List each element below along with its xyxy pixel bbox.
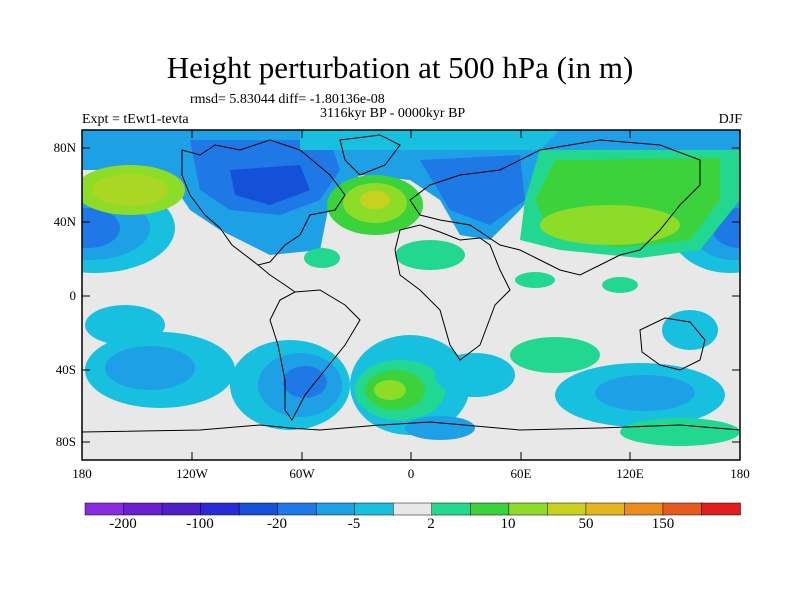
colorbar-label: 150 <box>651 516 675 532</box>
south-pacific-negative-core <box>105 346 195 390</box>
colorbar-swatch <box>547 502 587 516</box>
x-tick-120w: 120W <box>176 466 208 481</box>
eurasia-coast <box>409 139 701 276</box>
experiment-label: Expt = tEwt1-tevta <box>82 112 189 127</box>
colorbar-swatch <box>470 502 510 516</box>
south-america-coast <box>269 289 361 421</box>
arctic-light-negative <box>300 130 560 150</box>
australia-positive <box>602 277 638 293</box>
colorbar-swatch <box>508 502 549 516</box>
europe-africa-coast <box>394 224 511 361</box>
colorbar-swatch <box>662 502 703 516</box>
colorbar-swatch <box>161 502 202 516</box>
colorbar-label: -20 <box>267 516 287 532</box>
colorbar-swatch <box>84 502 125 516</box>
x-tick-60e: 60E <box>510 466 532 481</box>
colorbar-swatch <box>238 502 279 516</box>
antarctica-coast <box>82 421 740 433</box>
axis-ticks <box>82 130 740 460</box>
colorbar-swatch <box>315 502 356 516</box>
season-label: DJF <box>718 112 742 127</box>
stats-text: rmsd= 5.83044 diff= -1.80136e-08 <box>190 92 385 107</box>
europe-negative-region <box>420 155 525 225</box>
south-atlantic-positive-core <box>374 380 406 400</box>
antarctic-negative <box>405 416 475 440</box>
atlantic-positive-core <box>360 191 390 209</box>
x-tick-120e: 120E <box>616 466 644 481</box>
colorbar-swatch <box>392 502 433 516</box>
colorbar-label: 2 <box>427 516 435 532</box>
x-tick-180e: 180 <box>730 466 750 481</box>
canada-negative-inner <box>230 165 310 205</box>
australia-coast <box>639 317 706 371</box>
x-tick-180w: 180 <box>72 466 92 481</box>
south-america-negative-core <box>283 366 327 398</box>
pacific-negative-west-core <box>82 208 120 248</box>
x-tick-0: 0 <box>407 466 415 481</box>
coastlines <box>82 134 740 433</box>
y-tick-40n: 40N <box>53 214 76 229</box>
colorbar-label: 50 <box>578 516 594 532</box>
arabia-positive <box>515 272 555 288</box>
colorbar-swatch <box>277 502 317 516</box>
contour-field <box>82 130 740 460</box>
colorbar-swatch <box>585 502 626 516</box>
colorbar-swatch <box>354 502 394 516</box>
colorbar-label: -100 <box>186 516 214 532</box>
period-text: 3116kyr BP - 0000kyr BP <box>320 106 466 121</box>
africa-positive <box>395 240 465 270</box>
antarctic-positive-east <box>620 418 740 446</box>
tasman-negative <box>662 310 718 350</box>
central-pacific-negative <box>85 305 165 345</box>
colorbar-swatch <box>431 502 472 516</box>
colorbar-label: -200 <box>109 516 137 532</box>
indian-ocean-negative <box>435 353 515 397</box>
north-america-coast <box>181 139 346 266</box>
greenland-coast <box>339 134 401 176</box>
caribbean-positive <box>304 248 340 268</box>
colorbar <box>84 502 741 516</box>
y-tick-80n: 80N <box>53 140 76 155</box>
south-indian-negative-core <box>595 375 695 411</box>
colorbar-swatch <box>123 502 163 516</box>
y-tick-40s: 40S <box>55 362 76 377</box>
plot-title: Height perturbation at 500 hPa (in m) <box>166 50 634 85</box>
colorbar-swatch <box>624 502 664 516</box>
y-tick-80s: 80S <box>55 434 76 449</box>
colorbar-swatch <box>200 502 240 516</box>
y-tick-0: 0 <box>69 288 77 303</box>
asia-positive-core <box>540 205 680 245</box>
colorbar-swatch <box>701 502 741 516</box>
pacific-positive-west-ring <box>92 174 168 206</box>
central-america-coast <box>257 264 296 293</box>
colorbar-label: -5 <box>347 516 361 532</box>
x-tick-60w: 60W <box>289 466 315 481</box>
indian-ocean-positive <box>510 337 600 373</box>
colorbar-label: 10 <box>500 516 516 532</box>
